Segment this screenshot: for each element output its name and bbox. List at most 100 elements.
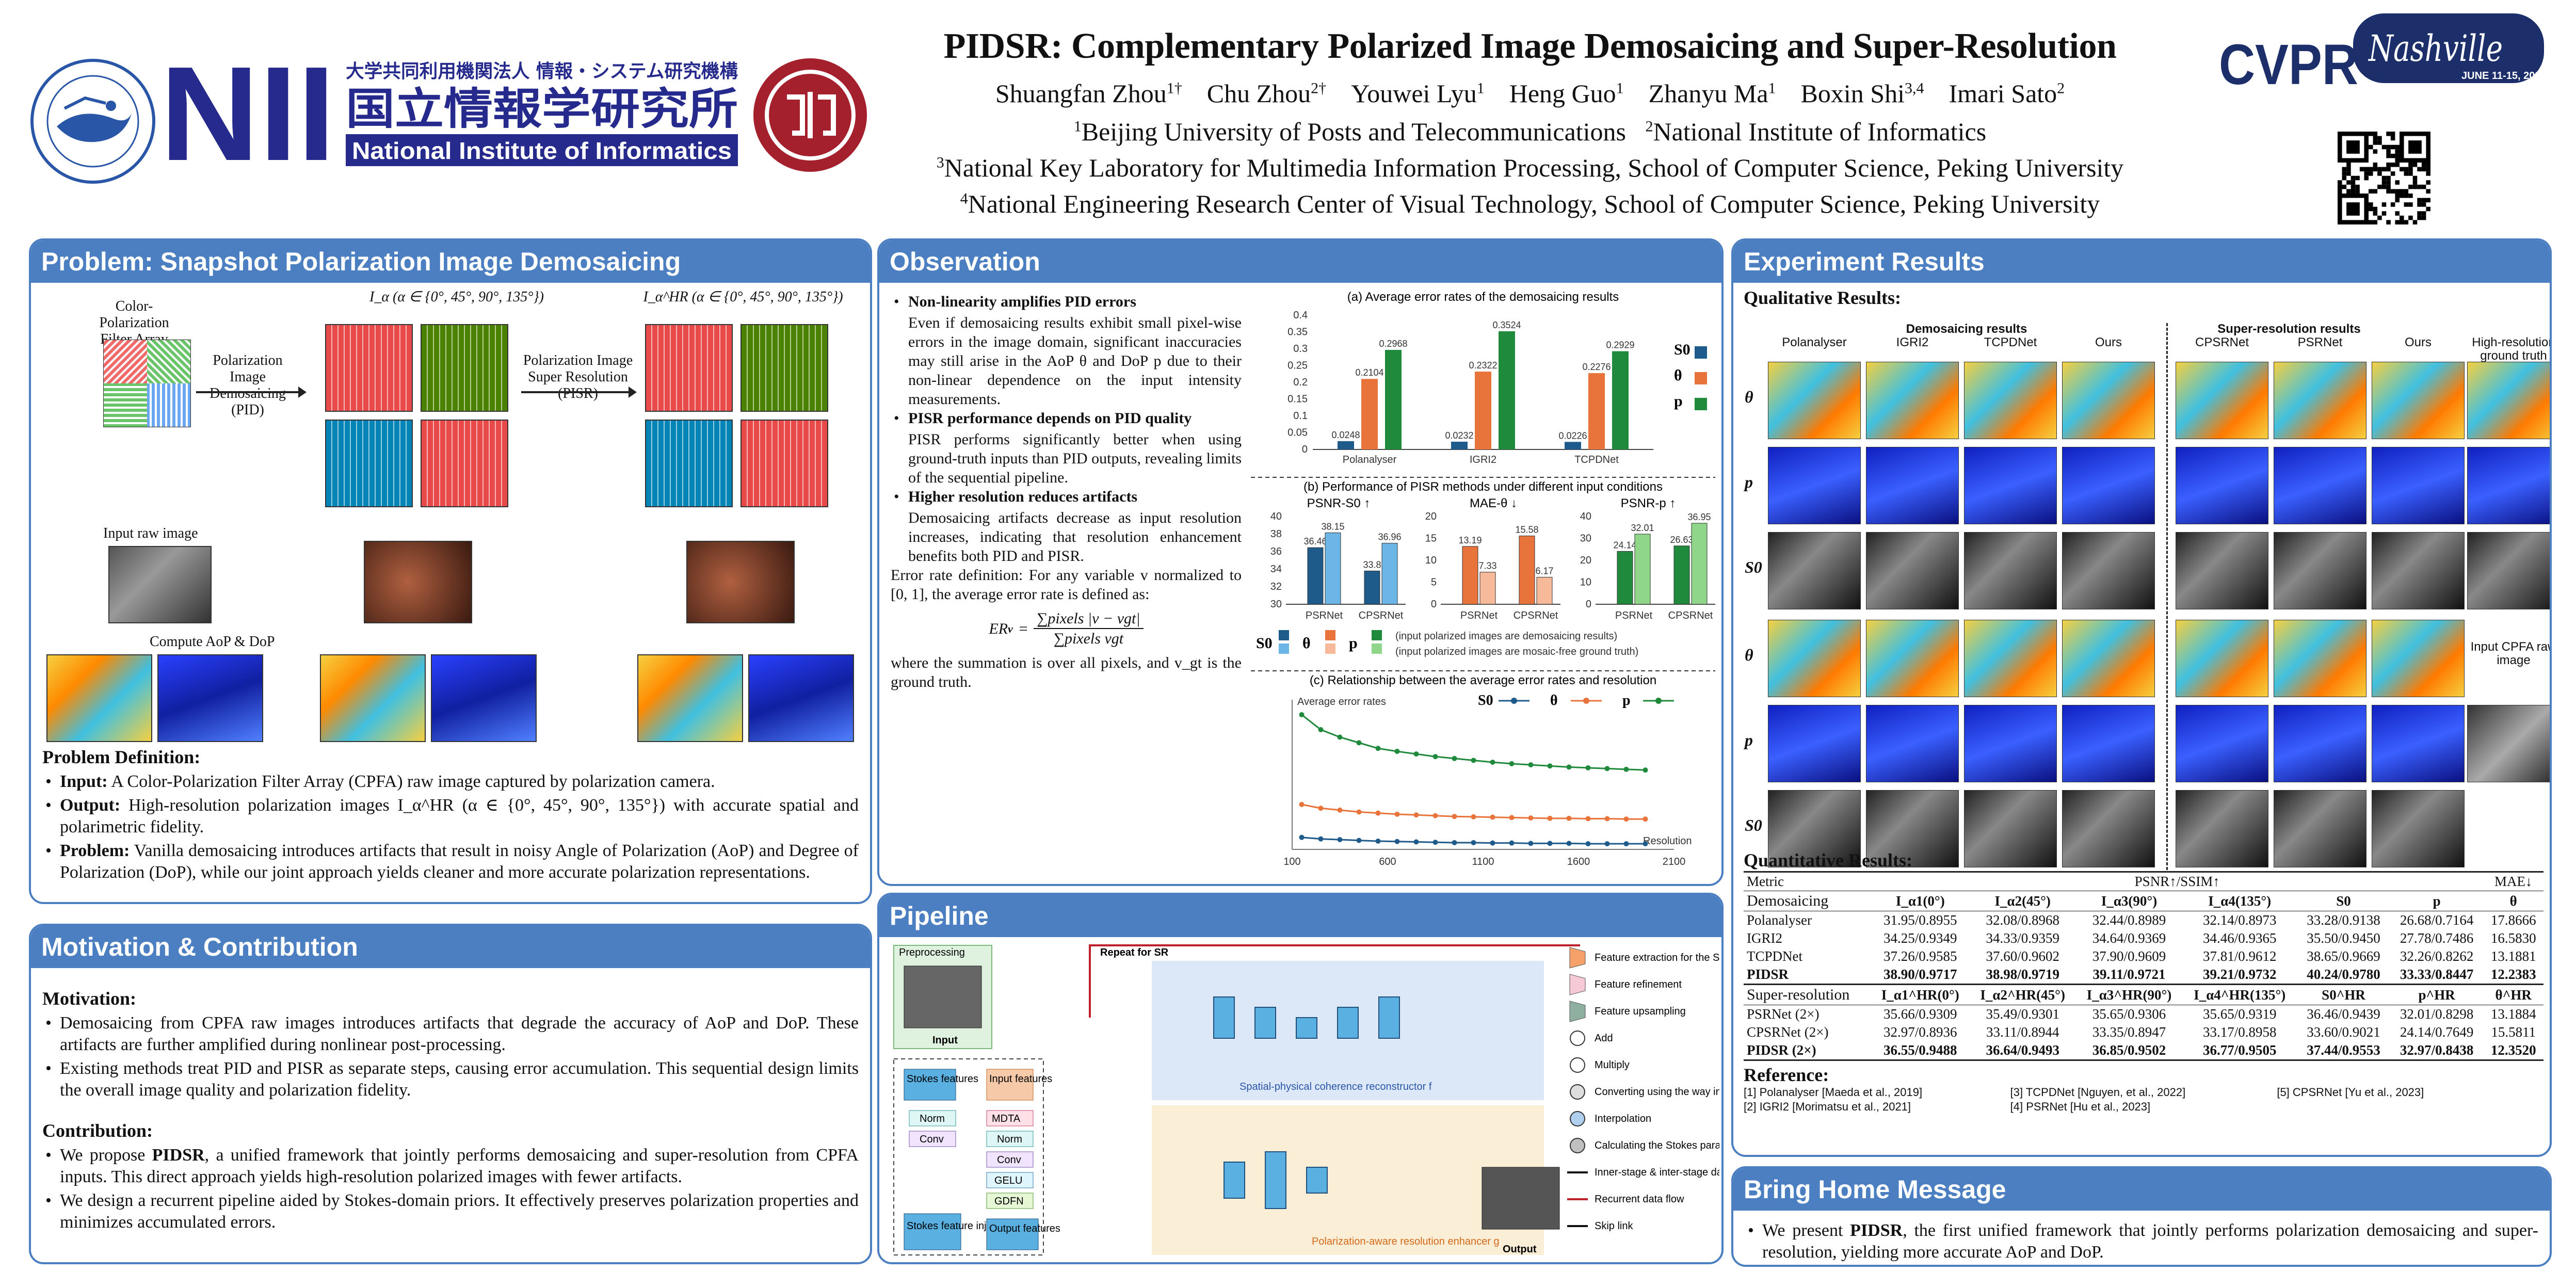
cpfa-pattern (103, 340, 191, 427)
svg-text:Conv: Conv (920, 1134, 944, 1145)
chart-b-value-label: 24.14 (1613, 540, 1636, 550)
author: Heng Guo1 (1509, 79, 1624, 108)
table-section-header: Super-resolution I_α1^HR(0°) I_α2^HR(45°) I… (1744, 984, 2543, 1005)
chart-b-legend-symbol: θ (1302, 635, 1311, 652)
qualitative-cell (2372, 447, 2465, 524)
pipeline-legend-icon (1569, 947, 1586, 969)
chart-b-ytick: 20 (1425, 511, 1437, 522)
pisr-aop-map (637, 654, 743, 742)
arrow-pid (196, 387, 307, 398)
svg-text:Norm: Norm (920, 1113, 945, 1124)
table-row: CPSRNet (2×) 32.97/0.8936 33.11/0.8944 33.3… (1747, 1024, 2536, 1040)
chart-c-xtick: 600 (1379, 856, 1396, 867)
chart-b-value-label: 6.17 (1535, 566, 1553, 576)
table-demosaic-body: Demosaicing I_α1(0°) I_α2(45°) I_α3(90°) I_α… (1744, 891, 2543, 985)
qualitative-cell (2062, 447, 2155, 524)
chart-c-point (1452, 755, 1457, 761)
svg-text:Norm: Norm (997, 1134, 1022, 1145)
chart-c-legend-marker (1583, 698, 1589, 704)
pipeline-legend-icon (1570, 1084, 1585, 1100)
observation-item-text: PISR performs significantly better when … (908, 431, 1242, 486)
panel-motivation: Motivation & Contribution Motivation: De… (29, 924, 872, 1264)
qualitative-cell (2274, 447, 2366, 524)
definition-output: Output: High-resolution polarization ima… (42, 795, 859, 838)
row-symbol: θ (1745, 646, 1753, 664)
author-list: Shuangfan Zhou1† Chu Zhou2† Youwei Lyu1 Hen… (872, 73, 2188, 114)
chart-c-legend-marker (1511, 698, 1517, 704)
row-symbol: S0 (1745, 558, 1762, 576)
author: Youwei Lyu1 (1351, 79, 1485, 108)
chart-c-point (1356, 740, 1362, 746)
chart-b-pisr-performance: (b) Performance of PISR methods under di… (1251, 477, 1715, 657)
qualitative-grid: Demosaicing results Super-resolution resu… (1745, 318, 2550, 870)
chart-c-resolution: (c) Relationship between the average err… (1251, 670, 1715, 867)
chart-a-bar (1612, 351, 1629, 449)
chart-c-point (1566, 764, 1572, 770)
chart-b-value-label: 36.46 (1303, 536, 1327, 546)
pipeline-legend-icon (1570, 1031, 1585, 1046)
qualitative-cell (1866, 790, 1959, 867)
bupt-logo (30, 59, 155, 184)
chart-a-value-label: 0.0226 (1558, 430, 1587, 441)
qr-code[interactable] (2338, 132, 2430, 224)
iahr-tile-2 (740, 324, 828, 412)
chart-b-title: (b) Performance of PISR methods under di… (1303, 480, 1663, 494)
qualitative-cell (2062, 705, 2155, 782)
qualitative-cell (1964, 532, 2057, 609)
chart-b-ytick: 40 (1580, 511, 1591, 522)
contribution-item: We design a recurrent pipeline aided by … (42, 1190, 859, 1233)
chart-c-point (1509, 761, 1515, 766)
paper-title: PIDSR: Complementary Polarized Image Dem… (943, 26, 2117, 66)
nii-jp-main: 国立情報学研究所 (346, 84, 738, 134)
chart-a-value-label: 0.0232 (1445, 430, 1473, 441)
column-header: Ours (2095, 335, 2122, 349)
qualitative-cell (2372, 705, 2465, 782)
affiliation-line-3: 3National Key Laboratory for Multimedia … (936, 153, 2124, 182)
qualitative-cell (1866, 362, 1959, 439)
input-label: Input (932, 1035, 958, 1046)
chart-a-ytick: 0.15 (1287, 394, 1308, 405)
qualitative-cell (2372, 790, 2465, 867)
chart-b-bar (1536, 577, 1553, 605)
chart-a-value-label: 0.2276 (1582, 362, 1611, 372)
chart-b-bar (1381, 543, 1398, 605)
chart-b-value-label: 13.19 (1458, 535, 1482, 545)
qualitative-cell (1768, 705, 1861, 782)
chart-c-xtick: 1100 (1472, 856, 1494, 867)
table-row: PIDSR 38.90/0.9717 38.98/0.9719 39.11/0.972… (1747, 967, 2536, 982)
cvpr-script: Nashville (2368, 27, 2503, 70)
chart-c-point (1528, 762, 1534, 768)
chart-b-value-label: 38.15 (1321, 521, 1344, 532)
chart-a-xtick: TCPDNet (1574, 454, 1619, 465)
arrow-pisr (521, 387, 637, 398)
chart-a-ytick: 0.35 (1287, 327, 1308, 338)
pipeline-diagram: Preprocessing Input Repeat for SR Spatia… (893, 944, 1719, 1255)
qualitative-cell (2274, 620, 2366, 697)
motivation-item: Existing methods treat PID and PISR as s… (42, 1058, 859, 1101)
pipeline-legend-label: Feature extraction for the Stokes vector… (1595, 952, 1719, 963)
qualitative-cell (2372, 362, 2465, 439)
chart-b-xtick: CPSRNet (1359, 610, 1404, 621)
chart-b-legend-swatch (1372, 643, 1382, 654)
panel-experiment-heading: Experiment Results (1733, 240, 2550, 283)
chart-c-legend-label: θ (1550, 693, 1558, 709)
chart-a-bar (1361, 379, 1378, 449)
chart-b-value-label: 32.01 (1631, 523, 1654, 533)
chart-a-title: (a) Average error rates of the demosaici… (1347, 290, 1619, 304)
chart-c-point (1623, 816, 1629, 822)
chart-b-ytick: 34 (1270, 564, 1282, 575)
chart-c-point (1471, 814, 1476, 819)
column-header: Polanalyser (1782, 335, 1847, 349)
chart-c-point (1643, 816, 1648, 822)
input-cpfa-label: Input CPFA raw image (2470, 640, 2552, 667)
quantitative-section: Quantitative Results: Metric PSNR↑/SSIM↑… (1744, 849, 2543, 1114)
table-row: IGRI2 34.25/0.9349 34.33/0.9359 34.64/0.936… (1747, 930, 2536, 946)
chart-b-ytick: 38 (1270, 528, 1282, 540)
iahr-tile-4 (740, 420, 828, 507)
panel-home-heading: Bring Home Message (1733, 1168, 2550, 1211)
qualitative-cell (1964, 620, 2057, 697)
pipeline-legend-label: Interpolation (1595, 1113, 1651, 1124)
iahr-label: I_α^HR (α ∈ {0°, 45°, 90°, 135°}) (643, 289, 843, 305)
raw-dop-map (157, 654, 263, 742)
qualitative-cell (2176, 447, 2268, 524)
